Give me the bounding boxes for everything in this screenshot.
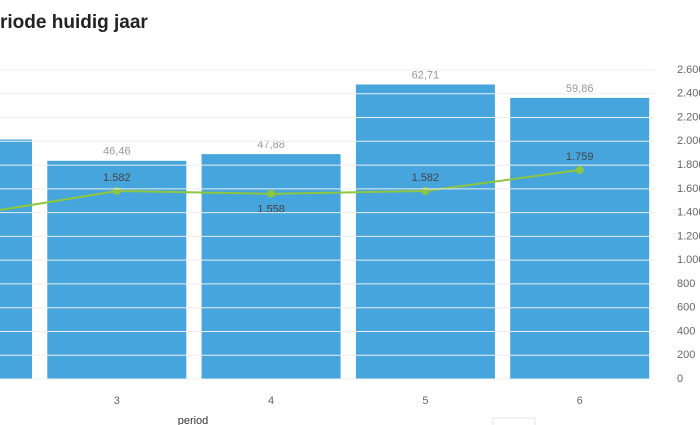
plot: 46,46 47,88 62,71 59,86 1.582 1.558 1.582 1.759 [0, 69, 650, 379]
line-point [575, 165, 584, 174]
line-point [267, 189, 276, 198]
x-tick-label: 3 [114, 395, 120, 407]
line-value-label: 1.558 [257, 204, 285, 216]
y2-tick-label: 200 [677, 349, 695, 361]
line-value-label: 1.582 [412, 172, 440, 184]
y2-tick-label: 2.000 [677, 135, 700, 147]
bar [510, 97, 650, 379]
y2-tick-label: 1.400 [677, 207, 700, 219]
y2-tick-label: 400 [677, 325, 695, 337]
bar [201, 154, 341, 379]
y2-tick-label: 1.000 [677, 254, 700, 266]
y2-tick-label: 2.600 [677, 64, 700, 76]
line-value-label: 1.759 [566, 151, 594, 163]
y2-tick-label: 0 [677, 373, 683, 385]
x-axis-label: period [178, 415, 209, 425]
y2-tick-label: 1.600 [677, 183, 700, 195]
x-tick-label: 4 [268, 395, 274, 407]
bar-value-label: 47,88 [257, 139, 285, 151]
x-tick-label: 6 [577, 395, 583, 407]
y2-tick-label: 1.200 [677, 230, 700, 242]
y2-tick-label: 2.400 [677, 88, 700, 100]
bar [47, 160, 187, 379]
line-value-label: 1.582 [103, 172, 131, 184]
line-point [112, 186, 121, 195]
x-tick-label: 5 [422, 395, 428, 407]
bar [0, 139, 32, 379]
legend-box [492, 417, 536, 425]
y2-tick-label: 800 [677, 278, 695, 290]
chart-title: riode huidig jaar [0, 12, 148, 33]
y2-tick-label: 1.800 [677, 159, 700, 171]
bar [355, 84, 495, 379]
y2-tick-label: 2.200 [677, 111, 700, 123]
line-point [421, 186, 430, 195]
bar-value-label: 62,71 [412, 69, 440, 81]
bar-value-label: 59,86 [566, 83, 594, 95]
bar-value-label: 46,46 [103, 146, 131, 158]
y2-tick-label: 600 [677, 302, 695, 314]
